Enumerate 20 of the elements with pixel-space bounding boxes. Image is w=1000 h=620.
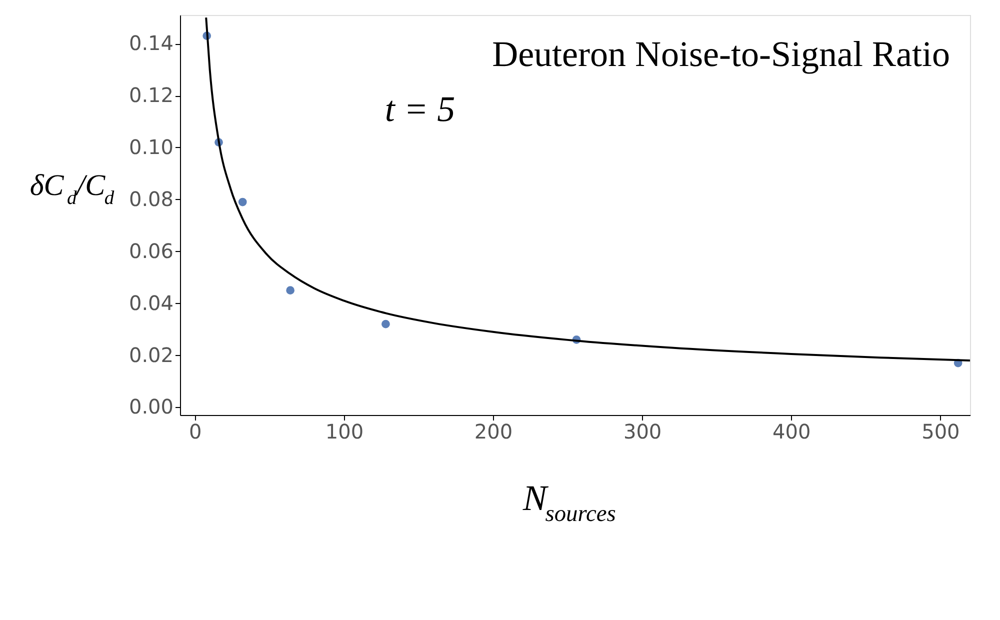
x-tick-label: 300	[623, 420, 662, 444]
y-tick-label: 0.12	[128, 83, 174, 108]
y-tick-label: 0.04	[128, 290, 174, 315]
x-tick-label: 500	[922, 420, 960, 444]
x-tick-label: 100	[325, 420, 364, 444]
y-tick-label: 0.06	[128, 238, 174, 263]
text: Deuteron Noise-to-Signal Ratio	[492, 34, 950, 74]
y-tick-label: 0.00	[128, 394, 174, 419]
point	[382, 320, 390, 328]
x-tick-label: 400	[772, 420, 811, 444]
annotation: t = 5	[384, 89, 456, 129]
x-tick-label: 200	[474, 420, 513, 444]
x-tick-label: 0	[189, 420, 202, 444]
y-tick-label: 0.10	[128, 134, 174, 159]
y-tick-label: 0.08	[128, 186, 174, 211]
point	[286, 286, 294, 294]
y-tick-label: 0.14	[128, 31, 174, 56]
line-series	[205, 16, 970, 362]
y-tick-label: 0.02	[128, 342, 174, 367]
point	[238, 198, 247, 206]
